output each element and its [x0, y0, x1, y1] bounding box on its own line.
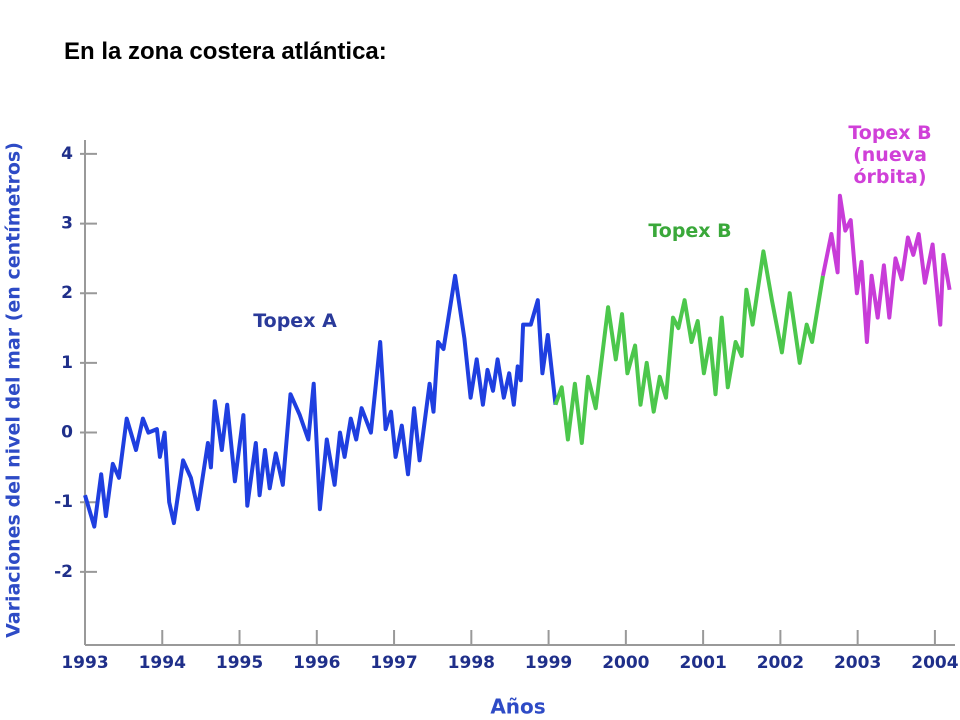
series-label: Topex B (nueva órbita): [848, 122, 932, 188]
x-tick-label: 1993: [61, 653, 108, 673]
x-tick-label: 1997: [370, 653, 417, 673]
y-tick-label: -2: [54, 562, 73, 582]
line-series: [83, 273, 558, 529]
x-tick-label: 1998: [448, 653, 495, 673]
x-tick-label: 2000: [602, 653, 649, 673]
x-tick-label: 2004: [911, 653, 958, 673]
chart-title: En la zona costera atlántica:: [64, 38, 387, 65]
series-label: Topex B: [648, 220, 732, 242]
x-tick-label: 2002: [757, 653, 804, 673]
x-tick-label: 1996: [293, 653, 340, 673]
x-axis-label: Años: [490, 695, 545, 719]
series-label: Topex A: [253, 310, 337, 332]
y-axis-label: Variaciones del nivel del mar (en centím…: [3, 142, 25, 638]
x-tick-label: 1999: [525, 653, 572, 673]
x-tick-label: 1994: [139, 653, 186, 673]
y-tick-label: 0: [61, 423, 73, 443]
y-tick-label: 1: [61, 353, 73, 373]
y-tick-label: -1: [54, 492, 73, 512]
x-tick-label: 1995: [216, 653, 263, 673]
line-series: [820, 193, 952, 344]
x-tick-label: 2001: [679, 653, 726, 673]
y-tick-label: 4: [61, 144, 73, 164]
x-tick-label: 2003: [834, 653, 881, 673]
y-tick-label: 2: [61, 283, 73, 303]
y-tick-label: 3: [61, 214, 73, 234]
line-series: [553, 249, 825, 445]
